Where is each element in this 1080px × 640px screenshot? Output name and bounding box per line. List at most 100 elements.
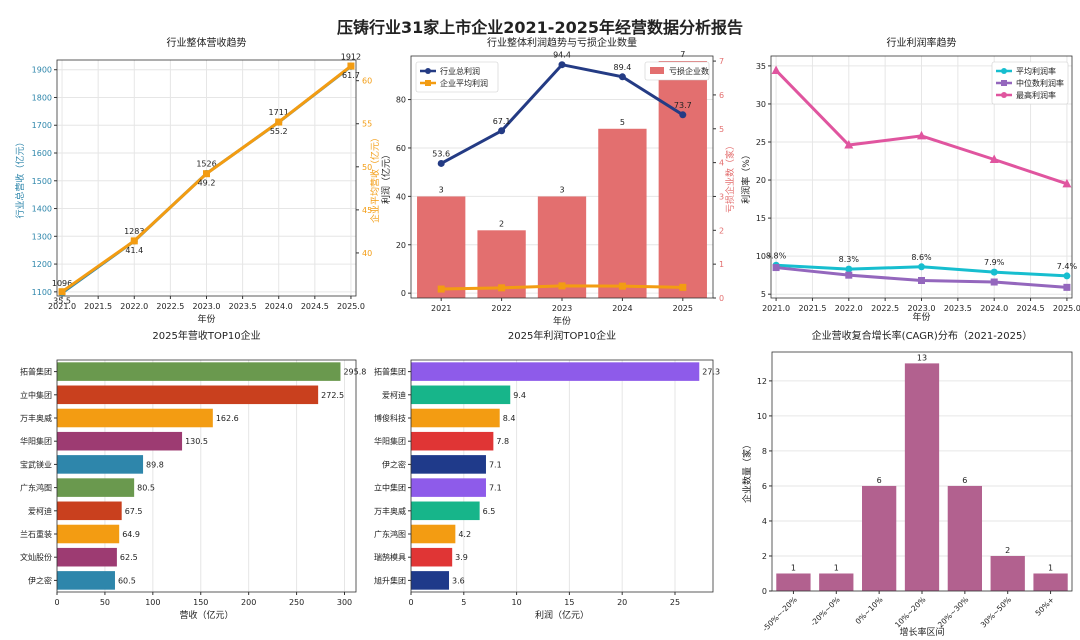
data-point — [679, 283, 687, 291]
plot-frame — [410, 359, 714, 593]
data-point — [498, 284, 506, 292]
top10-bar — [57, 501, 122, 521]
data-point — [990, 278, 998, 286]
bar-value-label: 1 — [791, 563, 796, 572]
bar-value-label: 6.5 — [483, 507, 496, 516]
plot-frame — [56, 359, 357, 593]
x-axis-label: 年份 — [197, 313, 215, 325]
y-tick-label: 1700 — [32, 121, 52, 130]
bar-value-label: 4.2 — [458, 530, 471, 539]
data-label: 8.8% — [766, 251, 787, 260]
x-tick-label: 50%+ — [1033, 595, 1056, 618]
bar-value-label: 9.4 — [513, 391, 526, 400]
legend-label: 亏损企业数 — [669, 66, 709, 76]
x-tick-label: 2024.0 — [265, 302, 293, 311]
cagr-bar — [904, 363, 940, 591]
y2-tick-label: 50 — [362, 163, 372, 172]
y-tick-label: 0 — [762, 587, 767, 596]
y2-tick-label: 6 — [719, 91, 724, 100]
y-tick-label: 1900 — [32, 66, 52, 75]
top10-bar — [57, 408, 213, 428]
data-point — [437, 159, 445, 167]
x-tick-label: 0 — [54, 598, 59, 607]
y2-tick-label: 40 — [362, 249, 372, 258]
x-axis-label: 利润（亿元） — [535, 609, 589, 621]
data-label: 49.2 — [198, 179, 216, 188]
bar-value-label: 1 — [834, 563, 839, 572]
plot-frame — [410, 55, 714, 299]
x-tick-label: 2023 — [552, 304, 572, 313]
data-point — [845, 271, 853, 279]
chart-title: 行业利润率趋势 — [887, 36, 957, 49]
y-tick-label: 10 — [757, 412, 767, 421]
legend-label: 平均利润率 — [1016, 66, 1056, 76]
bar-value-label: 27.3 — [702, 368, 720, 377]
chart-profit-top10: 2025年利润TOP10企业 0 5 10 15 20 25 拓普集团 27.3 爱柯迪 9.4 博俊… — [374, 329, 720, 621]
top10-bar — [57, 571, 115, 590]
y-tick-label: 1500 — [32, 177, 52, 186]
data-label: 8.6% — [911, 253, 932, 262]
x-tick-label: 150 — [193, 598, 208, 607]
report-title: 压铸行业31家上市企业2021-2025年经营数据分析报告 — [337, 18, 743, 37]
x-tick-label: 2021.0 — [762, 304, 790, 313]
y-tick-label: 60 — [396, 144, 406, 153]
top10-bar — [411, 478, 486, 497]
y-axis-label: 行业总营收（亿元） — [14, 137, 26, 218]
chart-revenue-top10: 2025年营收TOP10企业 0 50 100 150 200 250 300 拓普集团 295.… — [20, 329, 366, 621]
x-tick-label: 2021 — [431, 304, 451, 313]
x-tick-label: 2023.5 — [229, 302, 257, 311]
company-label: 华阳集团 — [374, 436, 406, 446]
data-label: 67.1 — [493, 117, 511, 126]
data-point — [989, 154, 999, 163]
bar-value-label: 272.5 — [321, 391, 344, 400]
top10-bar — [411, 408, 500, 428]
company-label: 拓普集团 — [20, 367, 52, 377]
company-label: 广东鸿图 — [20, 483, 52, 493]
company-label: 万丰奥威 — [374, 506, 406, 516]
data-point — [772, 264, 780, 272]
chart-revenue-trend: 行业整体营收趋势 2021.0 2021.5 2022.0 2022.5 2023.0 20… — [14, 36, 381, 325]
top10-bar — [57, 431, 183, 451]
chart-title: 行业整体利润趋势与亏损企业数量 — [487, 36, 637, 49]
x-tick-label: 20%~30% — [936, 595, 970, 629]
data-point — [1063, 283, 1071, 291]
top10-bar — [411, 362, 700, 381]
top10-bar — [57, 455, 144, 474]
company-label: 广东鸿图 — [374, 529, 406, 539]
data-label: 7.4% — [1057, 262, 1078, 271]
bar-value-label: 1 — [1048, 563, 1053, 572]
company-label: 博俊科技 — [374, 413, 406, 423]
company-label: 文灿股份 — [20, 552, 52, 562]
bar-value-label: 295.8 — [343, 368, 366, 377]
top10-bar — [411, 385, 511, 405]
y-tick-label: 30 — [756, 100, 766, 109]
x-tick-label: 20 — [617, 598, 627, 607]
y-tick-label: 15 — [756, 214, 766, 223]
x-tick-label: 2021.5 — [84, 302, 112, 311]
x-axis-label: 年份 — [553, 315, 571, 327]
bar-value-label: 3.6 — [452, 576, 465, 585]
x-tick-label: 5 — [461, 598, 466, 607]
data-label: 7.9% — [984, 258, 1005, 267]
x-tick-label: 300 — [337, 598, 352, 607]
cagr-bar — [819, 573, 854, 591]
bar-value-label: 7.8 — [496, 437, 509, 446]
x-tick-label: 2025 — [673, 304, 693, 313]
data-point — [347, 62, 355, 70]
y-axis-label: 企业数量（家） — [741, 440, 753, 503]
bar-value-label: 6 — [877, 476, 882, 485]
loss-bar — [537, 196, 587, 298]
x-tick-label: 2025.0 — [337, 302, 365, 311]
legend-marker — [1001, 80, 1007, 86]
x-tick-label: 2023.5 — [944, 304, 972, 313]
top10-bar — [411, 431, 494, 451]
y-tick-label: 1600 — [32, 149, 52, 158]
chart-cagr-distribution: 企业营收复合增长率(CAGR)分布（2021-2025）0246810121-5… — [741, 329, 1073, 638]
y-tick-label: 12 — [757, 377, 767, 386]
data-label: 41.4 — [125, 246, 143, 255]
x-tick-label: 100 — [145, 598, 160, 607]
data-point — [918, 263, 925, 271]
y-tick-label: 40 — [396, 192, 406, 201]
y-tick-label: 10 — [756, 252, 766, 261]
legend-marker — [1001, 68, 1007, 74]
